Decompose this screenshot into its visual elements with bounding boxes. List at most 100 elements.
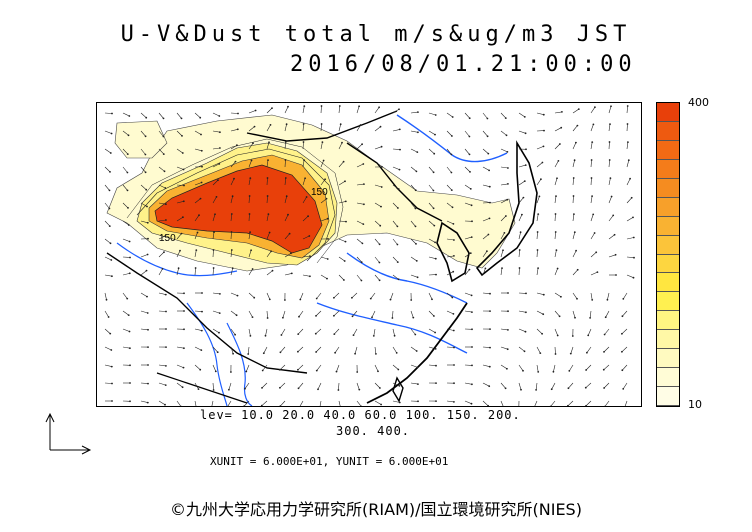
wind-arrow-head <box>416 366 419 369</box>
wind-arrow <box>482 218 490 222</box>
wind-arrow <box>280 400 286 406</box>
wind-arrow-head <box>391 317 394 319</box>
wind-arrow <box>158 202 166 205</box>
wind-arrow-head <box>343 260 346 262</box>
wind-arrow <box>194 310 203 312</box>
wind-arrow <box>194 198 201 204</box>
wind-arrow <box>500 183 508 186</box>
wind-arrow <box>446 271 454 276</box>
wind-arrow <box>212 147 220 150</box>
wind-arrow <box>446 130 453 137</box>
wind-arrow-head <box>199 368 202 371</box>
wind-arrow-head <box>468 117 471 120</box>
wind-arrow-head <box>542 313 545 316</box>
wind-arrow-head <box>302 123 305 125</box>
wind-arrow-head <box>261 369 264 372</box>
wind-arrow <box>536 249 538 258</box>
wind-arrow-head <box>372 335 375 337</box>
wind-arrow-head <box>573 231 576 234</box>
wind-arrow-head <box>621 369 624 372</box>
wind-arrow <box>212 196 217 204</box>
wind-arrow-head <box>575 249 577 252</box>
wind-arrow <box>446 328 454 331</box>
wind-arrow <box>212 267 214 276</box>
wind-arrow-head <box>573 159 576 162</box>
wind-arrow <box>572 232 576 240</box>
wind-arrow-head <box>267 213 270 215</box>
wind-arrow <box>608 159 610 168</box>
wind-arrow <box>482 251 488 258</box>
wind-arrow-head <box>489 328 491 330</box>
coastline-east-asia <box>366 302 468 404</box>
wind-arrow-head <box>571 335 574 337</box>
wind-arrow <box>500 112 507 119</box>
wind-arrow-head <box>182 200 185 203</box>
wind-arrow <box>626 237 634 240</box>
wind-arrow <box>315 328 322 334</box>
wind-arrow <box>297 346 304 352</box>
wind-arrow <box>230 310 237 316</box>
wind-arrow <box>356 256 362 263</box>
wind-arrow <box>608 141 610 150</box>
wind-arrow <box>392 202 399 209</box>
wind-arrow-head <box>228 388 230 391</box>
wind-arrow-head <box>253 296 256 299</box>
wind-arrow <box>140 254 148 258</box>
wind-arrow-head <box>269 124 272 126</box>
wind-arrow-head <box>609 177 612 179</box>
wind-arrow-head <box>194 267 197 269</box>
wind-arrow <box>104 346 112 351</box>
wind-arrow <box>266 142 270 150</box>
wind-arrow <box>536 214 539 222</box>
wind-arrow-head <box>360 279 363 282</box>
wind-arrow-head <box>128 115 131 117</box>
wind-arrow-head <box>279 405 282 406</box>
wind-arrow-head <box>127 207 129 209</box>
wind-arrow <box>464 148 470 155</box>
wind-arrow-head <box>363 203 365 206</box>
wind-arrow-head <box>196 231 199 234</box>
wind-arrow <box>536 346 541 354</box>
wind-arrow-head <box>261 387 263 389</box>
wind-arrow <box>500 382 506 389</box>
dust-region-low-2 <box>114 120 168 159</box>
wind-arrow-head <box>345 220 347 223</box>
wind-arrow <box>266 270 273 276</box>
wind-arrow <box>621 328 628 335</box>
wind-arrow-head <box>572 195 575 197</box>
wind-arrow <box>316 292 322 299</box>
wind-arrow <box>230 292 238 296</box>
wind-arrow-head <box>523 116 526 118</box>
wind-arrow-head <box>627 141 629 143</box>
wind-arrow-head <box>214 213 216 216</box>
wind-arrow <box>410 274 418 278</box>
wind-arrow <box>500 148 508 153</box>
wind-arrow-head <box>284 159 287 161</box>
wind-arrow-head <box>315 369 318 372</box>
wind-arrow <box>230 196 233 204</box>
wind-arrow-head <box>197 388 200 390</box>
wind-arrow <box>122 202 129 209</box>
wind-arrow-head <box>109 171 111 173</box>
wind-arrow-head <box>518 267 521 269</box>
wind-arrow-head <box>128 330 131 333</box>
wind-arrow-head <box>109 152 112 154</box>
wind-arrow <box>464 236 472 240</box>
wind-arrow-head <box>215 196 218 198</box>
wind-arrow-head <box>433 315 435 317</box>
wind-arrow-head <box>264 334 267 337</box>
wind-arrow-head <box>234 160 237 163</box>
wind-arrow <box>500 250 504 258</box>
wind-arrow-head <box>216 351 219 354</box>
wind-arrow <box>374 382 381 389</box>
wind-arrow <box>392 382 400 387</box>
wind-arrow-head <box>109 242 112 245</box>
wind-arrow-head <box>541 161 544 164</box>
wind-arrow-head <box>248 213 251 215</box>
wind-arrow <box>266 214 269 222</box>
wind-arrow-head <box>622 298 625 300</box>
wind-arrow-head <box>393 334 396 337</box>
wind-arrow <box>604 328 610 335</box>
wind-arrow-head <box>165 365 167 367</box>
wind-arrow-head <box>337 389 340 391</box>
